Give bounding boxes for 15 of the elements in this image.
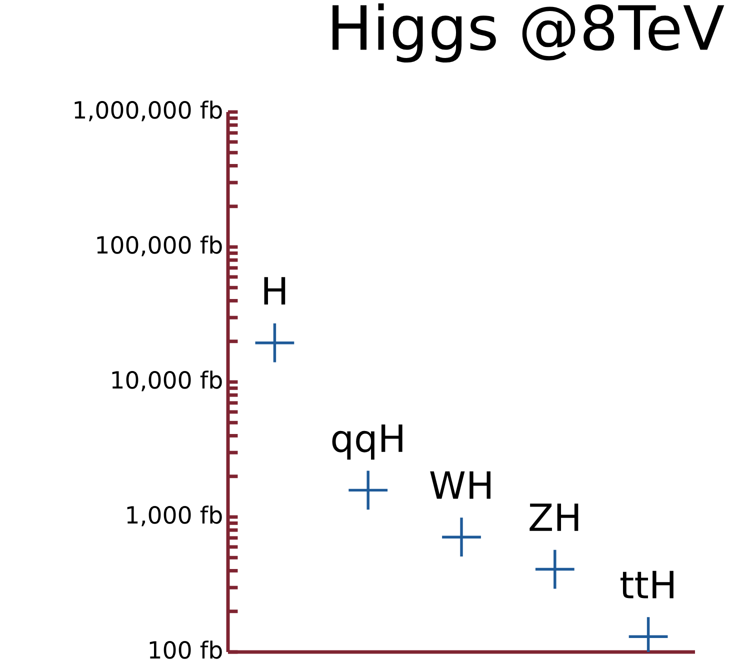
series-label: ZH — [530, 504, 578, 531]
point — [535, 550, 574, 589]
y-tick-label: 100,000 fb — [97, 236, 222, 256]
point — [255, 323, 294, 362]
y-tick-label: 1,000,000 fb — [74, 100, 222, 122]
series-label: WH — [430, 471, 490, 499]
series-label: H — [264, 277, 286, 304]
point — [442, 518, 481, 557]
point — [348, 470, 388, 510]
series-label: ttH — [620, 570, 674, 598]
y-tick-label: 10,000 fb — [112, 370, 222, 392]
chart-title: Higgs @8TeV — [332, 3, 724, 62]
y-tick-label: 100 fb — [150, 640, 222, 659]
series-label: qqH — [332, 424, 402, 460]
y-tick-label: 1,000 fb — [127, 506, 222, 526]
